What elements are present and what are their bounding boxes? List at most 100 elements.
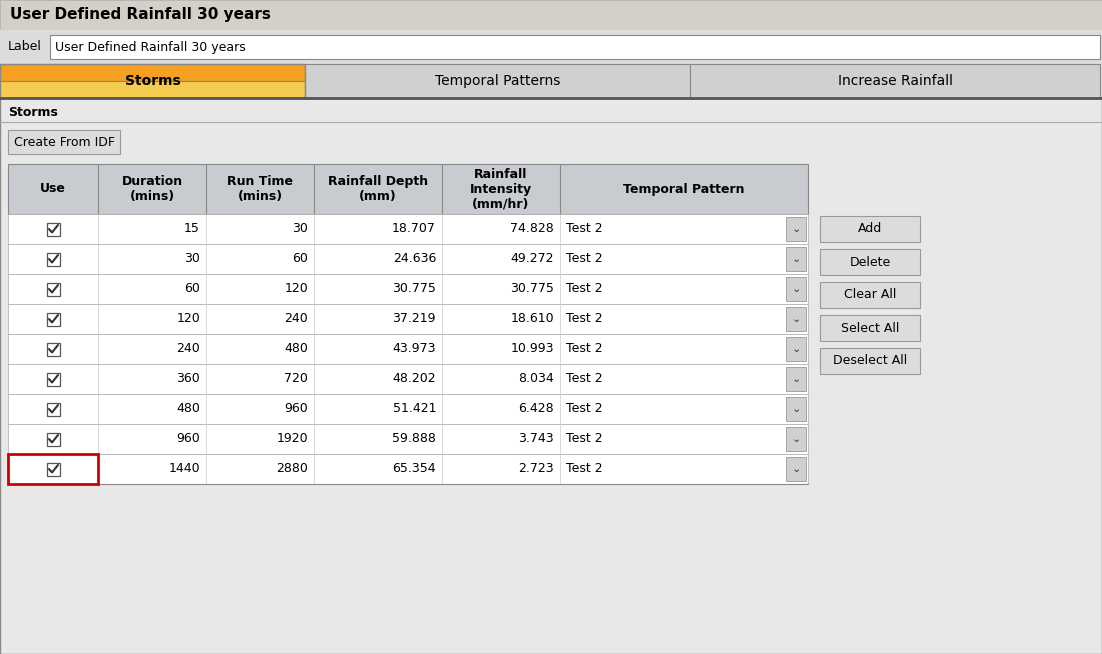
Text: Storms: Storms — [125, 74, 181, 88]
Text: Temporal Pattern: Temporal Pattern — [624, 182, 745, 196]
Bar — [46, 402, 60, 415]
Text: 15: 15 — [184, 222, 199, 235]
Text: 51.421: 51.421 — [392, 402, 436, 415]
Text: Rainfall
Intensity
(mm/hr): Rainfall Intensity (mm/hr) — [469, 167, 532, 211]
Text: 18.707: 18.707 — [392, 222, 436, 235]
Text: 8.034: 8.034 — [518, 373, 554, 385]
Text: 3.743: 3.743 — [518, 432, 554, 445]
Bar — [0, 98, 1102, 654]
Text: ⌄: ⌄ — [791, 434, 801, 444]
Bar — [8, 164, 808, 214]
Bar — [0, 81, 305, 98]
Bar — [8, 334, 808, 364]
Text: Add: Add — [857, 222, 882, 235]
Text: Test 2: Test 2 — [566, 462, 603, 475]
Bar — [46, 313, 60, 326]
Bar — [820, 315, 920, 341]
Bar — [690, 64, 1100, 98]
Text: 30: 30 — [184, 252, 199, 266]
Text: Select All: Select All — [841, 322, 899, 334]
Text: 480: 480 — [176, 402, 199, 415]
Text: Test 2: Test 2 — [566, 252, 603, 266]
Text: 37.219: 37.219 — [392, 313, 436, 326]
Text: 1920: 1920 — [277, 432, 307, 445]
Text: 960: 960 — [176, 432, 199, 445]
Text: ⌄: ⌄ — [791, 314, 801, 324]
Text: Rainfall Depth
(mm): Rainfall Depth (mm) — [328, 175, 428, 203]
Bar — [305, 64, 690, 98]
Text: 960: 960 — [284, 402, 307, 415]
Text: Test 2: Test 2 — [566, 313, 603, 326]
Text: Run Time
(mins): Run Time (mins) — [227, 175, 293, 203]
Text: Duration
(mins): Duration (mins) — [121, 175, 183, 203]
Text: 6.428: 6.428 — [518, 402, 554, 415]
Text: 24.636: 24.636 — [392, 252, 436, 266]
Text: 480: 480 — [284, 343, 307, 356]
Text: 60: 60 — [292, 252, 307, 266]
Bar — [0, 30, 1102, 64]
Text: 49.272: 49.272 — [510, 252, 554, 266]
Bar — [786, 367, 806, 391]
Bar — [820, 216, 920, 242]
Bar — [786, 247, 806, 271]
Text: 60: 60 — [184, 283, 199, 296]
Text: 74.828: 74.828 — [510, 222, 554, 235]
Text: 48.202: 48.202 — [392, 373, 436, 385]
Text: Clear All: Clear All — [844, 288, 896, 301]
Bar — [8, 454, 808, 484]
Text: 43.973: 43.973 — [392, 343, 436, 356]
Text: User Defined Rainfall 30 years: User Defined Rainfall 30 years — [55, 41, 246, 54]
Text: Delete: Delete — [850, 256, 890, 269]
Text: Temporal Patterns: Temporal Patterns — [435, 74, 560, 88]
Bar — [8, 394, 808, 424]
Text: 120: 120 — [176, 313, 199, 326]
Text: 18.610: 18.610 — [510, 313, 554, 326]
Bar — [8, 454, 98, 484]
Bar — [786, 457, 806, 481]
Bar — [8, 274, 808, 304]
Text: 30: 30 — [292, 222, 307, 235]
Text: Test 2: Test 2 — [566, 343, 603, 356]
Text: Label: Label — [8, 41, 42, 54]
Text: 240: 240 — [284, 313, 307, 326]
Text: 30.775: 30.775 — [510, 283, 554, 296]
Text: ⌄: ⌄ — [791, 464, 801, 474]
Bar — [820, 282, 920, 308]
Bar — [0, 0, 1102, 30]
Bar — [8, 304, 808, 334]
Bar — [8, 244, 808, 274]
Bar — [820, 348, 920, 374]
Text: Test 2: Test 2 — [566, 222, 603, 235]
Bar — [786, 337, 806, 361]
Bar — [8, 364, 808, 394]
Text: 65.354: 65.354 — [392, 462, 436, 475]
Bar — [786, 397, 806, 421]
Text: Storms: Storms — [8, 105, 58, 118]
Bar — [8, 130, 120, 154]
Bar — [46, 222, 60, 235]
Bar — [0, 64, 305, 81]
Bar — [46, 373, 60, 385]
Bar — [8, 214, 808, 244]
Text: Create From IDF: Create From IDF — [13, 135, 115, 148]
Bar — [46, 432, 60, 445]
Bar — [786, 217, 806, 241]
Text: ⌄: ⌄ — [791, 224, 801, 234]
Text: Test 2: Test 2 — [566, 373, 603, 385]
Text: 2880: 2880 — [277, 462, 307, 475]
Text: 30.775: 30.775 — [392, 283, 436, 296]
Text: 2.723: 2.723 — [518, 462, 554, 475]
Bar — [8, 424, 808, 454]
Text: Test 2: Test 2 — [566, 402, 603, 415]
Bar — [50, 35, 1100, 59]
Text: 10.993: 10.993 — [510, 343, 554, 356]
Text: 120: 120 — [284, 283, 307, 296]
Bar — [0, 64, 305, 98]
Text: 720: 720 — [284, 373, 307, 385]
Bar — [786, 427, 806, 451]
Bar — [46, 343, 60, 356]
Text: ⌄: ⌄ — [791, 284, 801, 294]
Text: 360: 360 — [176, 373, 199, 385]
Bar — [786, 307, 806, 331]
Text: ⌄: ⌄ — [791, 404, 801, 414]
